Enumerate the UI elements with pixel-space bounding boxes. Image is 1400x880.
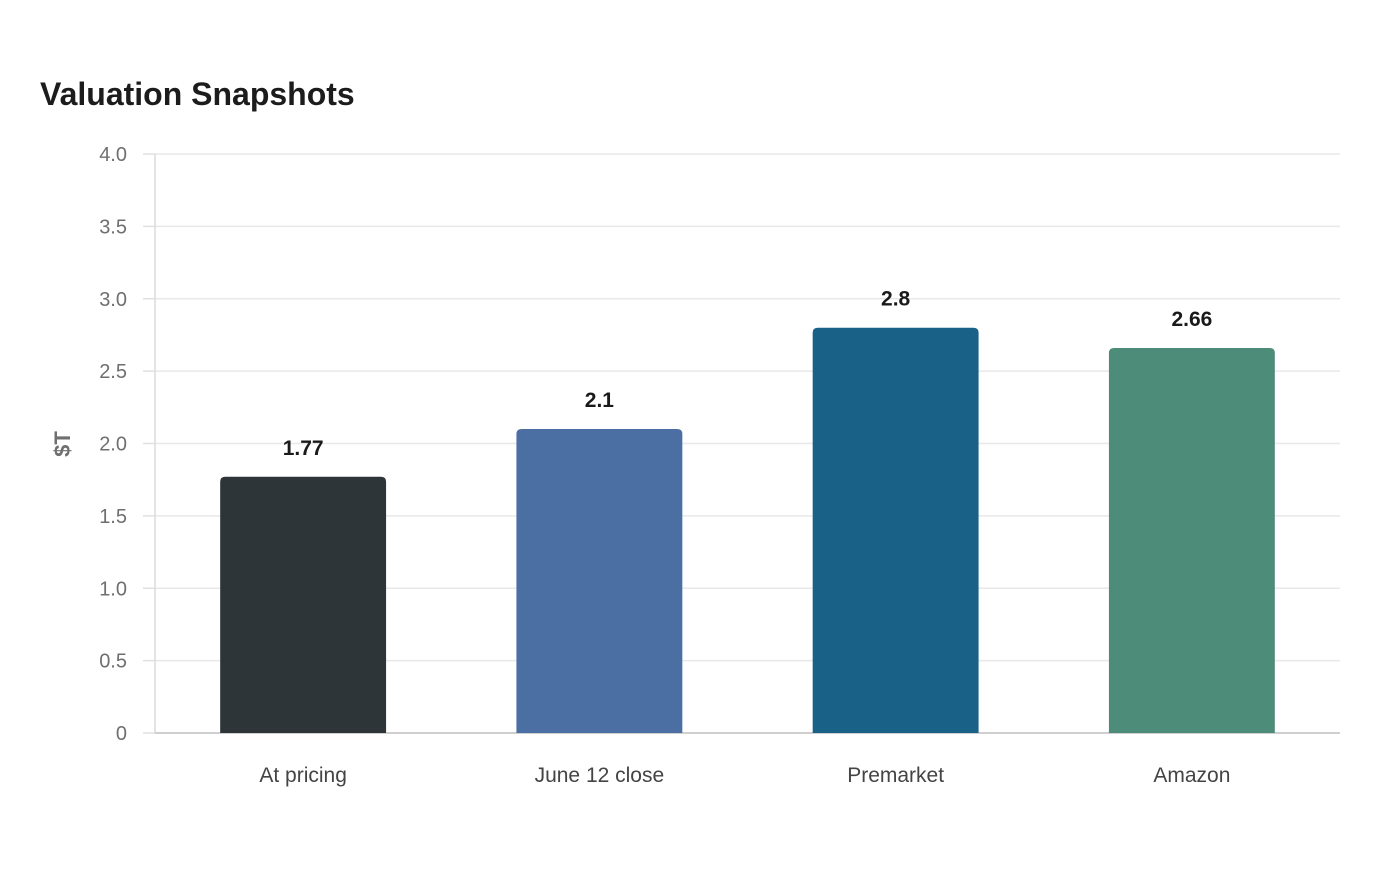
y-axis-title: $T — [50, 431, 75, 457]
y-tick-label: 1.5 — [99, 506, 127, 528]
y-tick-label: 2.5 — [99, 361, 127, 383]
bar — [220, 476, 387, 733]
bar — [516, 429, 683, 733]
labels: 1.77 At pricing 2.1 June 12 close 2.8 Premark… — [259, 288, 1230, 787]
x-tick-label: Premarket — [847, 764, 944, 787]
y-tick-label: 3.5 — [99, 216, 127, 238]
y-tick-label: 3.0 — [99, 289, 127, 311]
data-label: 2.66 — [1171, 308, 1212, 331]
x-tick-label: Amazon — [1153, 764, 1230, 787]
y-tick-label: 0.5 — [99, 651, 127, 673]
bar — [1108, 347, 1275, 733]
x-tick-label: At pricing — [259, 764, 347, 787]
chart-title: Valuation Snapshots — [40, 76, 355, 112]
x-tick-label: June 12 close — [535, 764, 665, 787]
bar — [812, 327, 979, 733]
data-label: 2.8 — [881, 288, 911, 311]
bars — [220, 327, 1275, 733]
data-label: 2.1 — [585, 389, 615, 412]
y-tick-label: 4.0 — [99, 144, 127, 166]
y-tick-label: 1.0 — [99, 578, 127, 600]
data-label: 1.77 — [283, 437, 324, 460]
y-tick-label: 2.0 — [99, 434, 127, 456]
y-tick-label: 0 — [116, 723, 127, 745]
